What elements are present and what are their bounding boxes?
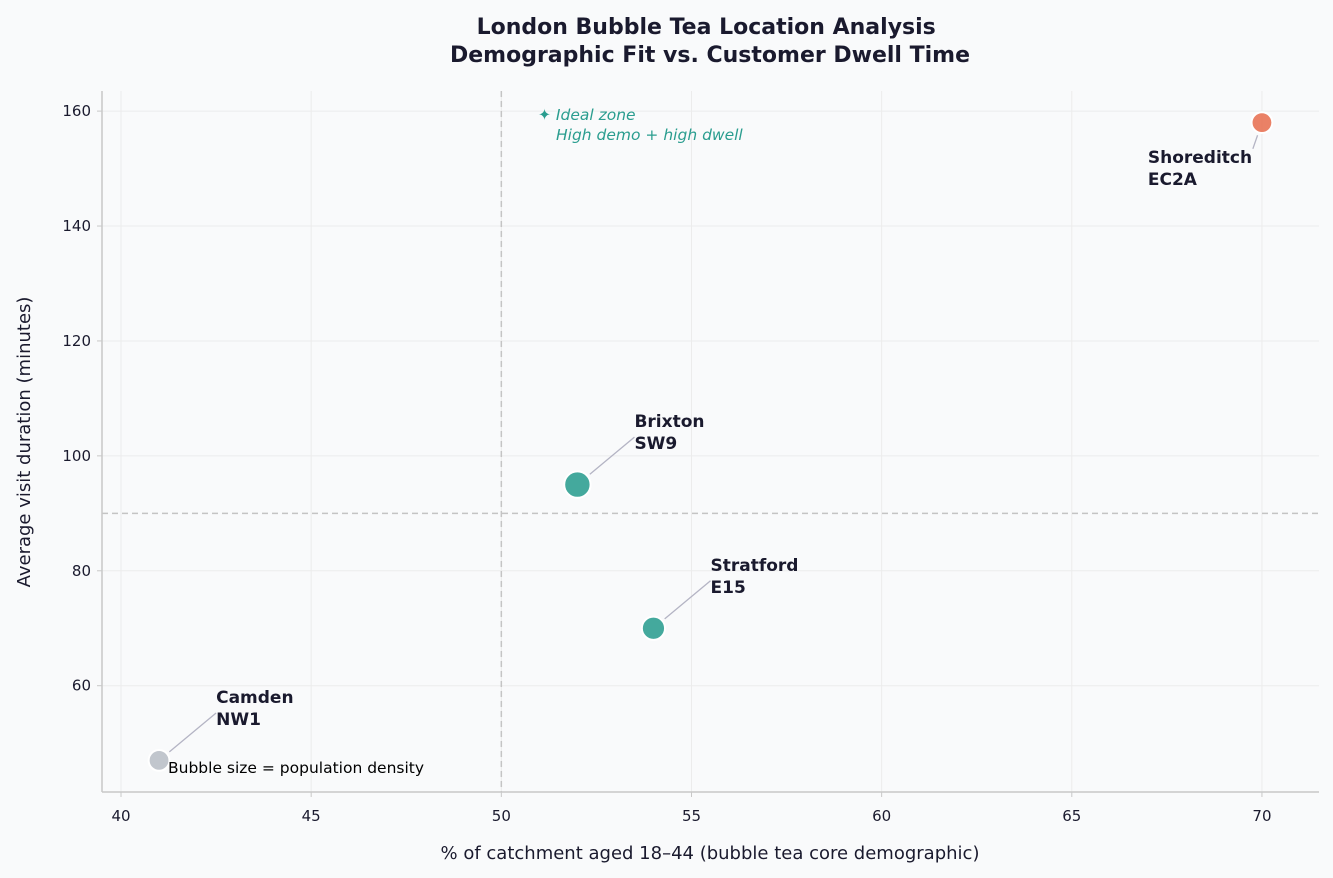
x-tick-label: 50 — [492, 807, 511, 825]
point-label: Brixton SW9 — [634, 412, 704, 454]
y-ticks: 60 80 100 120 140 160 — [62, 102, 102, 695]
y-tick-label: 140 — [62, 217, 91, 235]
point-label: Camden NW1 — [216, 688, 293, 730]
x-tick-label: 65 — [1062, 807, 1081, 825]
y-tick-label: 160 — [62, 102, 91, 120]
x-tick-label: 45 — [302, 807, 321, 825]
y-tick-label: 120 — [62, 332, 91, 350]
chart-title-line-1: London Bubble Tea Location Analysis — [477, 15, 936, 40]
point-label-area: Shoreditch — [1148, 148, 1252, 168]
point-label-area: Camden — [216, 688, 293, 708]
label-connector — [589, 436, 635, 475]
data-point — [1250, 111, 1274, 135]
point-label: Shoreditch EC2A — [1148, 148, 1252, 190]
label-connector — [168, 712, 217, 753]
label-connector — [664, 580, 711, 620]
point-label-postcode: EC2A — [1148, 170, 1198, 190]
y-tick-label: 60 — [72, 677, 91, 695]
bubble-size-note: Bubble size = population density — [168, 759, 424, 777]
label-connectors — [168, 135, 1259, 753]
ideal-zone-line-1: ✦ Ideal zone — [538, 106, 636, 124]
ideal-zone-line-2: High demo + high dwell — [556, 126, 743, 144]
chart-title-line-2: Demographic Fit vs. Customer Dwell Time — [450, 43, 970, 68]
point-label-postcode: E15 — [711, 578, 746, 598]
x-tick-label: 60 — [872, 807, 891, 825]
label-connector — [1252, 135, 1259, 150]
point-label-area: Stratford — [711, 556, 799, 576]
x-tick-label: 70 — [1252, 807, 1271, 825]
point-label-postcode: NW1 — [216, 710, 261, 730]
point-labels: Shoreditch EC2A Brixton SW9 Stratford E15 Camd… — [216, 148, 1252, 730]
x-ticks: 40 45 50 55 60 65 70 — [111, 792, 1272, 825]
y-axis-label: Average visit duration (minutes) — [14, 297, 35, 588]
x-axis-label: % of catchment aged 18–44 (bubble tea co… — [441, 843, 980, 864]
grid-lines — [102, 91, 1319, 792]
y-tick-label: 100 — [62, 447, 91, 465]
x-tick-label: 40 — [111, 807, 130, 825]
data-point — [640, 615, 667, 641]
point-label: Stratford E15 — [711, 556, 799, 598]
data-points — [147, 111, 1274, 772]
point-label-postcode: SW9 — [634, 434, 677, 454]
y-tick-label: 80 — [72, 562, 91, 580]
data-point — [563, 470, 592, 499]
reference-lines — [102, 91, 1319, 792]
data-point — [147, 748, 171, 772]
axes — [101, 91, 1319, 793]
x-tick-label: 55 — [682, 807, 701, 825]
chart-title: London Bubble Tea Location Analysis Demo… — [450, 15, 970, 68]
ideal-zone-annotation: ✦ Ideal zone High demo + high dwell — [538, 106, 743, 144]
point-label-area: Brixton — [634, 412, 704, 432]
